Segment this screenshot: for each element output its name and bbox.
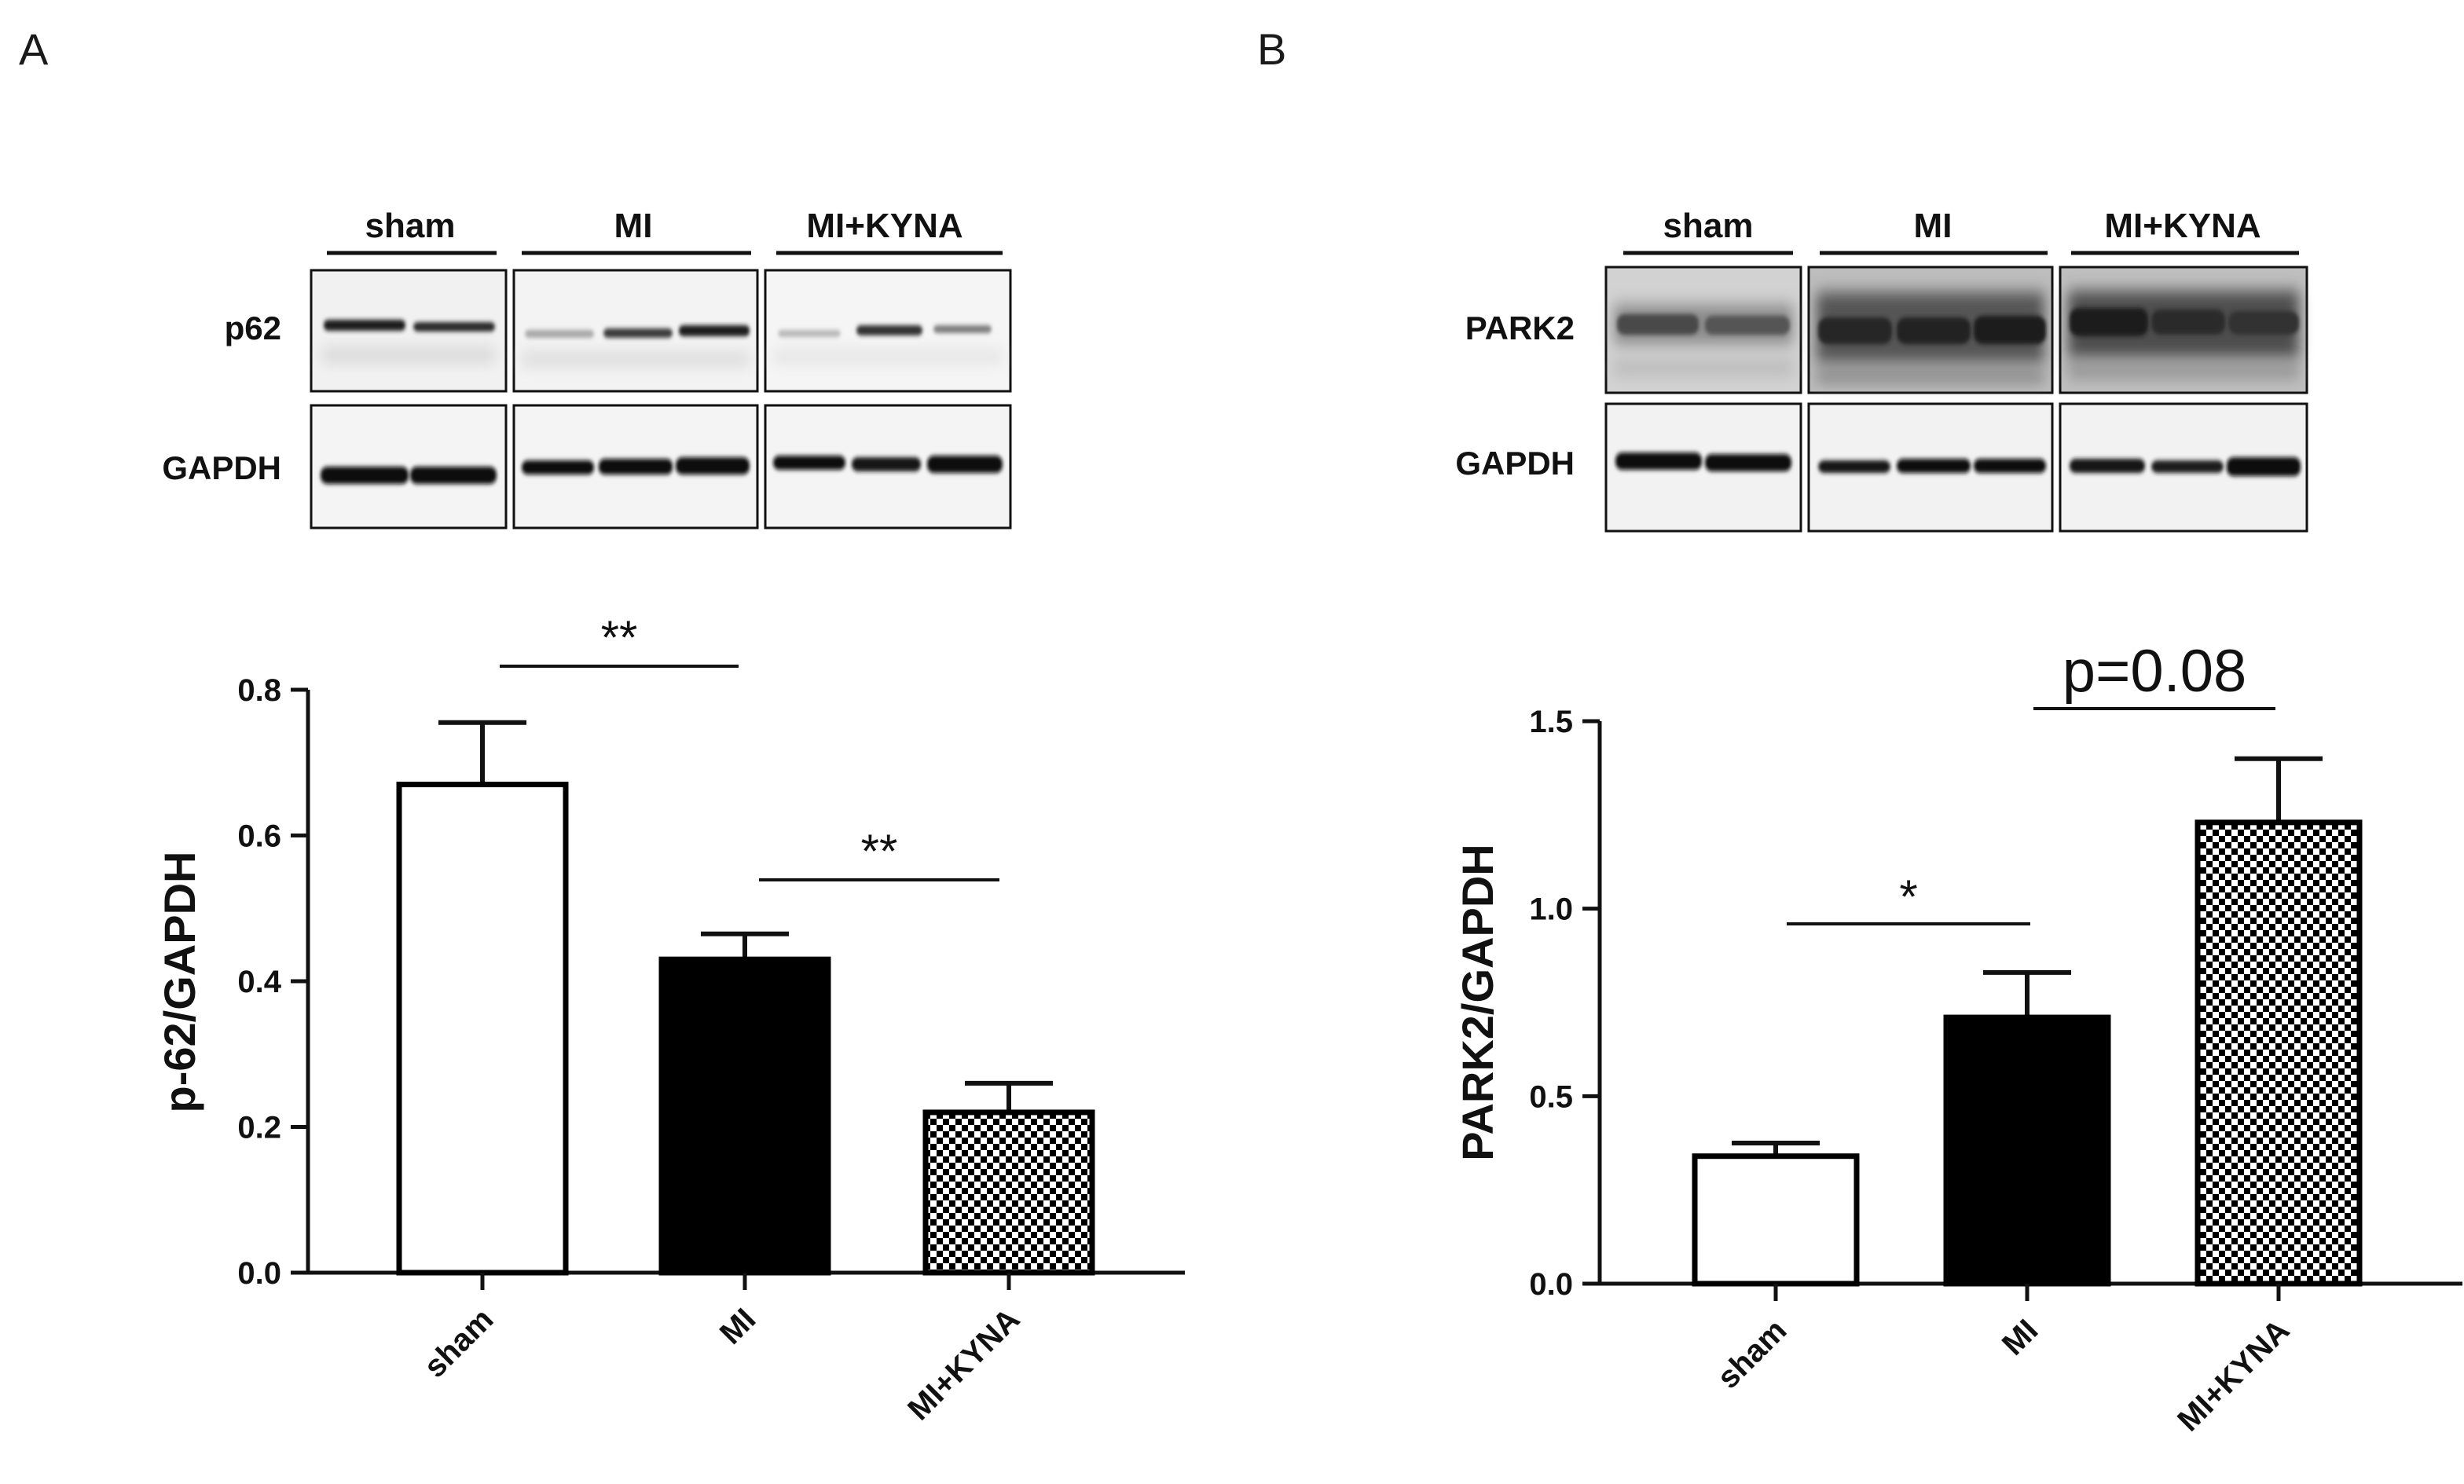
chart-b-bar-mi bbox=[1943, 1014, 2111, 1287]
chart-b-category-label: MI+KYNA bbox=[2171, 1313, 2296, 1438]
chart-b-bar-mi-kyna bbox=[2194, 819, 2363, 1287]
chart-b-ytick-label: 1.0 bbox=[1529, 892, 1573, 927]
chart-a-sig-label: ** bbox=[601, 611, 638, 664]
blot-b-park2-mi bbox=[1807, 266, 2054, 394]
blot-b-group-mi-kyna: MI+KYNA bbox=[2104, 207, 2260, 245]
chart-b-category-label: MI bbox=[1996, 1313, 2045, 1362]
blot-a-group-mi: MI bbox=[614, 207, 653, 245]
chart-b-ytick-label: 0.5 bbox=[1529, 1079, 1573, 1114]
chart-a: 0.0 0.2 0.4 0.6 0.8 p-62/GAPDH sham MI MI+KYNA **… bbox=[155, 611, 1185, 1427]
chart-a-bar-sham bbox=[396, 782, 569, 1276]
panel-letter-b: B bbox=[1257, 24, 1286, 74]
chart-b-bar-sham bbox=[1692, 1153, 1860, 1287]
chart-b: 0.0 0.5 1.0 1.5 PARK2/GAPDH sham MI MI+KYNA * p=0… bbox=[1453, 638, 2462, 1438]
blot-b-gapdh-mi bbox=[1807, 402, 2054, 533]
panel-letter-a: A bbox=[19, 24, 49, 74]
chart-b-category-label: sham bbox=[1710, 1313, 1793, 1395]
blot-b-park2-sham bbox=[1604, 266, 1802, 394]
blot-a-group-sham: sham bbox=[365, 207, 456, 245]
blot-a-gapdh-sham bbox=[310, 404, 508, 529]
blot-b-park2-mi-kyna bbox=[2059, 266, 2308, 394]
chart-a-ylabel: p-62/GAPDH bbox=[155, 852, 204, 1113]
blot-b-row-label-gapdh: GAPDH bbox=[1455, 445, 1575, 482]
blot-a-row-label-gapdh: GAPDH bbox=[162, 449, 281, 486]
chart-a-ytick-label: 0.8 bbox=[237, 673, 281, 708]
blot-b: sham MI MI+KYNA PARK2 GAPDH bbox=[1455, 207, 2308, 533]
blot-b-group-sham: sham bbox=[1663, 207, 1754, 245]
chart-b-ylabel: PARK2/GAPDH bbox=[1453, 844, 1502, 1160]
blot-a-gapdh-mi bbox=[512, 404, 759, 529]
chart-a-ytick-label: 0.0 bbox=[237, 1256, 281, 1291]
chart-a-category-label: MI bbox=[713, 1302, 763, 1351]
blot-a-p62-mi-kyna bbox=[764, 269, 1012, 393]
blot-b-gapdh-mi-kyna bbox=[2059, 402, 2308, 533]
chart-a-bar-mi bbox=[658, 956, 831, 1276]
chart-a-category-label: sham bbox=[417, 1302, 500, 1384]
chart-b-ytick-label: 1.5 bbox=[1529, 705, 1573, 739]
blot-a: sham MI MI+KYNA p62 GAPDH bbox=[162, 207, 1012, 529]
chart-a-ytick-label: 0.4 bbox=[237, 965, 281, 999]
chart-b-ytick-label: 0.0 bbox=[1529, 1267, 1573, 1302]
chart-a-ytick-label: 0.6 bbox=[237, 819, 281, 854]
blot-a-p62-sham bbox=[310, 269, 508, 393]
chart-a-ytick-label: 0.2 bbox=[237, 1111, 281, 1145]
blot-b-row-label-park2: PARK2 bbox=[1465, 310, 1575, 346]
chart-b-sig-label: * bbox=[1899, 870, 1917, 923]
chart-a-sig-label: ** bbox=[861, 825, 898, 878]
chart-a-category-label: MI+KYNA bbox=[901, 1302, 1026, 1427]
blot-a-row-label-p62: p62 bbox=[225, 310, 281, 346]
blot-a-p62-mi bbox=[512, 269, 759, 393]
chart-b-sig-label: p=0.08 bbox=[2062, 638, 2247, 705]
blot-b-gapdh-sham bbox=[1604, 402, 1802, 533]
blot-a-gapdh-mi-kyna bbox=[764, 404, 1012, 529]
chart-a-bar-mi-kyna bbox=[922, 1109, 1095, 1276]
blot-b-group-mi: MI bbox=[1914, 207, 1952, 245]
blot-a-group-mi-kyna: MI+KYNA bbox=[806, 207, 962, 245]
